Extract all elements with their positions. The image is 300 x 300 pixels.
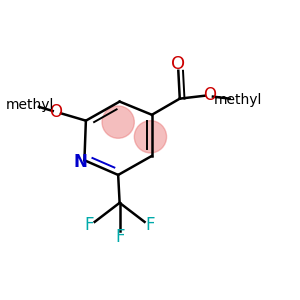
Text: O: O	[203, 86, 217, 104]
Text: O: O	[171, 55, 185, 73]
Text: F: F	[145, 216, 154, 234]
Text: F: F	[85, 216, 94, 234]
Text: methyl: methyl	[214, 92, 262, 106]
Text: O: O	[49, 103, 62, 121]
Circle shape	[102, 106, 134, 138]
Text: methyl: methyl	[6, 98, 54, 112]
Circle shape	[134, 121, 166, 153]
Text: N: N	[73, 153, 87, 171]
Text: F: F	[115, 228, 124, 246]
